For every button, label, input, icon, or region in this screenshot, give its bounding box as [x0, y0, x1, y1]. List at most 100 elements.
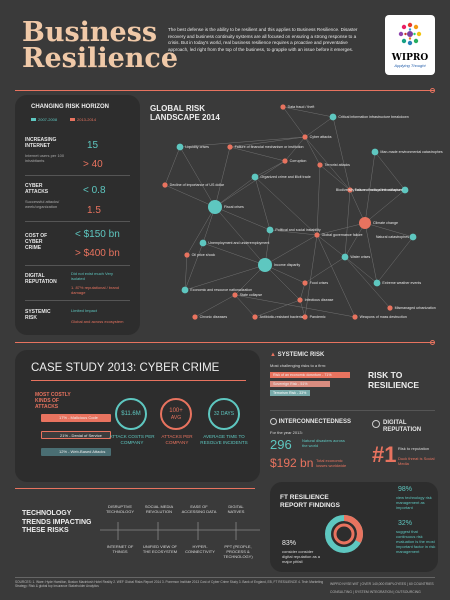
network-edge — [364, 222, 378, 284]
legend-b: 2013-2014 — [70, 117, 96, 122]
network-node — [282, 158, 288, 164]
network-edge — [254, 176, 318, 236]
network-node — [184, 252, 190, 258]
network-node-label: Terrorist attacks — [324, 163, 350, 167]
network-edge — [184, 242, 204, 291]
network-edge — [282, 106, 334, 118]
network-edge — [344, 222, 366, 258]
trend-bottom-3: PPT (PEOPLE, PROCESS & TECHNOLOGY) — [223, 544, 253, 559]
network-node-label: Political and social instability — [275, 228, 321, 232]
network-node — [297, 297, 303, 303]
trend-bottom-0: INTERNET OF THINGS — [106, 544, 134, 554]
stat-caption-cost: ATTACK COSTS PER COMPANY — [109, 434, 155, 445]
network-node — [192, 314, 198, 320]
network-edge — [229, 136, 306, 148]
network-node — [302, 280, 308, 286]
network-edge — [316, 234, 346, 258]
network-edge — [229, 146, 286, 162]
network-edge — [316, 222, 366, 236]
stat-circle-attacks: 100+ AVG — [160, 398, 192, 430]
network-node-label: Organized crime and illicit trade — [260, 175, 311, 179]
row-old-systemic: Limited Impact — [71, 308, 98, 313]
network-edge — [179, 146, 216, 208]
network-node-label: Fiscal crises — [224, 205, 244, 209]
network-edge — [316, 234, 356, 318]
network-edge — [214, 160, 286, 208]
ft-f3-value: 83% — [282, 540, 297, 547]
network-node-label: Extreme weather events — [382, 281, 422, 285]
case-study-title: CASE STUDY 2013: CYBER CRIME — [31, 362, 220, 374]
systemic-bar-0: Risk of an economic downturn - 71% — [270, 372, 350, 378]
network-node — [409, 233, 417, 241]
network-node — [317, 162, 323, 168]
network-node-label: Oil price shock — [191, 253, 216, 257]
network-edge — [214, 206, 266, 266]
globe-icon — [270, 418, 277, 425]
row-sub-internet: Internet users per 100 inhabitants — [25, 153, 65, 163]
network-edge — [264, 264, 301, 301]
network-edge — [299, 282, 306, 301]
network-node-label: Chronic diseases — [199, 315, 228, 319]
network-edge — [234, 264, 266, 296]
network-edge — [214, 206, 271, 231]
footer-wipro-2: CONSULTING | SYSTEM INTEGRATION | OUTSOU… — [330, 590, 421, 594]
trend-bottom-1: UNIFIED VIEW OF THE ECOSYSTEM — [142, 544, 178, 554]
interconnect-v1-caption: Natural disasters across the world — [302, 438, 345, 448]
network-edge — [316, 164, 321, 236]
systemic-risk-title: ▲ SYSTEMIC RISK — [270, 352, 325, 358]
network-edge — [344, 256, 378, 284]
interconnect-title: INTERCONNECTEDNESS — [270, 418, 351, 425]
network-node — [329, 113, 337, 121]
network-node-label: Decline of importance of US dollar — [169, 183, 225, 187]
row-sub-cyber: Successful attacks/ week/organization — [25, 199, 60, 209]
digital-rep-cap1: Risk to reputation — [398, 446, 430, 451]
wipro-logo: WIPRO Applying Thought — [385, 15, 435, 75]
network-edge — [186, 206, 216, 256]
interconnect-v2-caption: Total economic losses worldwide — [316, 458, 347, 468]
network-edge — [364, 151, 376, 224]
systemic-sub: Most challenging risks to a firm: — [270, 363, 327, 368]
network-edge — [179, 136, 306, 148]
network-node — [302, 314, 308, 320]
attack-bar-1: 21% - Denial of Service — [41, 431, 111, 439]
network-edge — [374, 151, 406, 191]
tech-trends-lines — [100, 522, 260, 540]
legend-swatch-salmon-icon — [70, 118, 75, 121]
network-edge — [364, 222, 414, 238]
network-node — [251, 173, 259, 181]
network-edge — [282, 106, 306, 138]
network-node-label: Water crises — [350, 255, 371, 259]
logo-name: WIPRO — [391, 53, 429, 63]
network-node-label: Food crises — [309, 281, 329, 285]
row-label-cyber: CYBER ATTACKS — [25, 183, 49, 195]
row-old-digital: Did not exist much Very isolated — [71, 271, 114, 281]
legend-a: 2007-2008 — [31, 117, 57, 122]
network-node-label: Income disparity — [274, 263, 301, 267]
network-node — [302, 134, 308, 140]
network-node-label: Global governance failure — [321, 233, 363, 237]
network-node-label: Weapons of mass destruction — [359, 315, 407, 319]
intro-text: The best defense is the ability to be re… — [168, 27, 358, 52]
network-node-label: Pandemic — [309, 315, 326, 319]
legend-swatch-teal-icon — [31, 118, 36, 121]
network-edge — [234, 294, 356, 318]
rule-dot-icon-2 — [430, 340, 435, 345]
network-node — [227, 144, 233, 150]
network-edge — [194, 294, 236, 318]
risk-horizon-title: CHANGING RISK HORIZON — [31, 104, 109, 110]
network-node-label: Man-made environmental catastrophes — [380, 150, 443, 154]
logo-tagline: Applying Thought — [394, 63, 426, 68]
network-edge — [349, 189, 366, 224]
network-edge — [304, 136, 321, 166]
section-rule-3 — [15, 488, 255, 489]
row-new-systemic: Global and across ecosystem — [71, 319, 124, 324]
network-edge — [202, 242, 266, 266]
network-edge — [332, 116, 351, 191]
attack-bar-0: 17% - Malicious Code — [41, 414, 111, 422]
network-node-label: Mismanaged urbanization — [394, 306, 436, 310]
network-node-label: Critical information infrastructure brea… — [338, 115, 409, 119]
network-node — [371, 148, 379, 156]
interconnect-v1: 296 — [270, 437, 292, 452]
network-node — [176, 143, 184, 151]
network-node-label: Unemployment and underemployment — [208, 241, 270, 245]
